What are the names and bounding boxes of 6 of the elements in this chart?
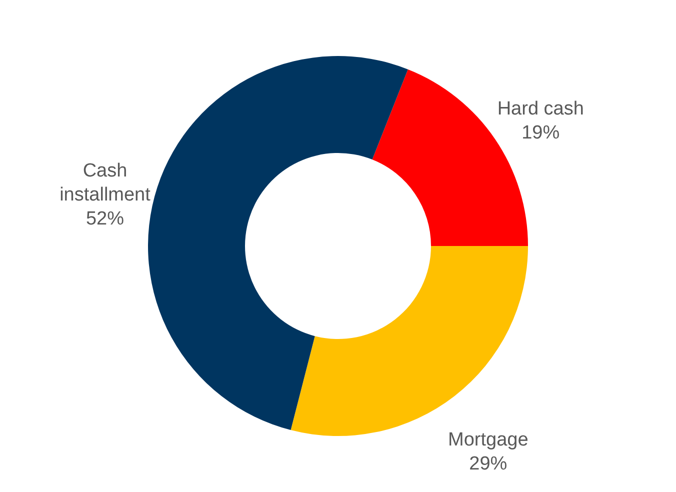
data-label: 52% [86, 208, 124, 230]
data-label: 29% [469, 454, 508, 475]
data-label: 19% [522, 122, 560, 144]
slice-label: Hard cash [497, 98, 584, 120]
slice-label: Cash installment [60, 160, 152, 206]
slice-label: Mortgage [448, 430, 528, 451]
